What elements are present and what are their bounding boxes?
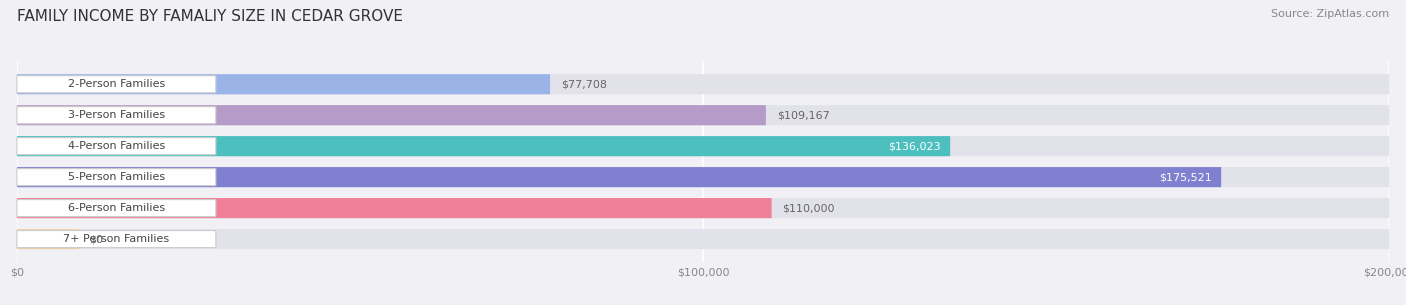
FancyBboxPatch shape: [17, 229, 1389, 249]
FancyBboxPatch shape: [17, 199, 217, 217]
FancyBboxPatch shape: [17, 105, 1389, 125]
FancyBboxPatch shape: [17, 198, 1389, 218]
FancyBboxPatch shape: [17, 198, 772, 218]
FancyBboxPatch shape: [17, 229, 79, 249]
Text: Source: ZipAtlas.com: Source: ZipAtlas.com: [1271, 9, 1389, 19]
FancyBboxPatch shape: [17, 105, 766, 125]
Text: 4-Person Families: 4-Person Families: [67, 141, 165, 151]
Text: $109,167: $109,167: [778, 110, 830, 120]
FancyBboxPatch shape: [17, 136, 1389, 156]
Text: 5-Person Families: 5-Person Families: [67, 172, 165, 182]
Text: $0: $0: [90, 234, 104, 244]
Text: 6-Person Families: 6-Person Families: [67, 203, 165, 213]
FancyBboxPatch shape: [17, 74, 550, 94]
FancyBboxPatch shape: [17, 167, 1222, 187]
FancyBboxPatch shape: [17, 231, 217, 248]
FancyBboxPatch shape: [17, 107, 217, 124]
FancyBboxPatch shape: [17, 167, 1389, 187]
FancyBboxPatch shape: [17, 74, 1389, 94]
FancyBboxPatch shape: [17, 138, 217, 155]
Text: FAMILY INCOME BY FAMALIY SIZE IN CEDAR GROVE: FAMILY INCOME BY FAMALIY SIZE IN CEDAR G…: [17, 9, 404, 24]
Text: 3-Person Families: 3-Person Families: [67, 110, 165, 120]
Text: 7+ Person Families: 7+ Person Families: [63, 234, 170, 244]
Text: $77,708: $77,708: [561, 79, 607, 89]
Text: 2-Person Families: 2-Person Families: [67, 79, 165, 89]
Text: $110,000: $110,000: [783, 203, 835, 213]
FancyBboxPatch shape: [17, 136, 950, 156]
Text: $175,521: $175,521: [1159, 172, 1212, 182]
FancyBboxPatch shape: [17, 169, 217, 186]
FancyBboxPatch shape: [17, 76, 217, 93]
Text: $136,023: $136,023: [889, 141, 941, 151]
